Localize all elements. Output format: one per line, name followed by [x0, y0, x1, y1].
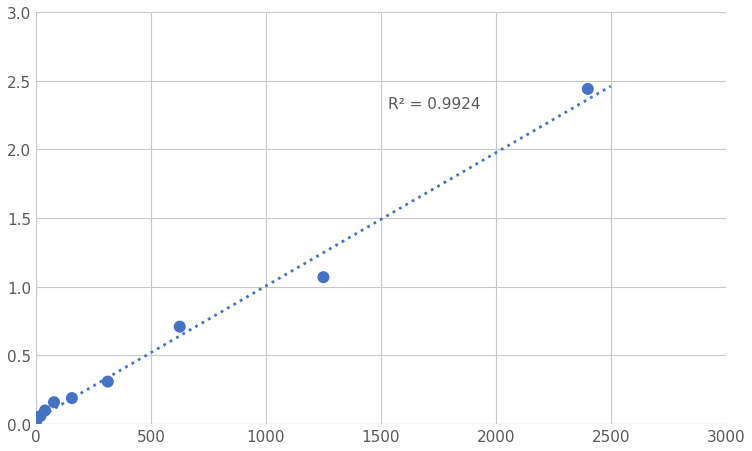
Point [174, 323, 186, 331]
Point [582, 86, 594, 93]
Point [35, 412, 47, 419]
Point [102, 378, 114, 385]
Point [317, 274, 329, 281]
Text: R² = 0.9924: R² = 0.9924 [388, 97, 481, 112]
Point [66, 395, 78, 402]
Point [48, 399, 60, 406]
Point [39, 407, 51, 414]
Point [30, 418, 42, 425]
